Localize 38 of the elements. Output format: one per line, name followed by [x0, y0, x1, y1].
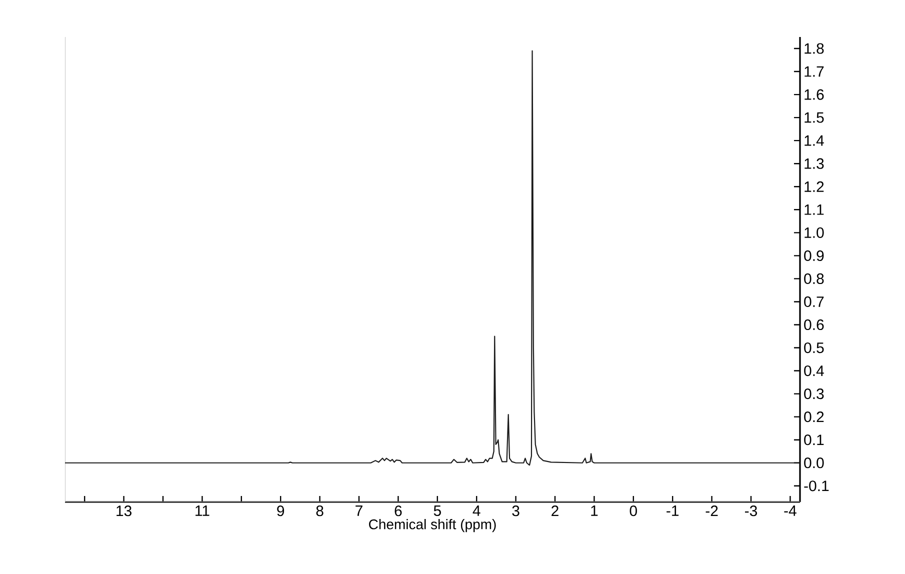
- y-tick-label: 0.5: [804, 342, 824, 354]
- y-tick-label: 1.1: [804, 204, 824, 215]
- line-series: [64, 50, 800, 466]
- x-tick-label: 9: [277, 506, 284, 516]
- x-tick-label: -2: [706, 506, 718, 516]
- y-tick-label: 1.6: [804, 89, 824, 100]
- y-tick-label: 1.7: [804, 66, 824, 77]
- y-tick-label: 0.8: [804, 273, 824, 284]
- y-tick-label: 0.7: [804, 296, 824, 308]
- y-tick-label: 0.6: [804, 319, 824, 330]
- y-tick-label: 1.3: [804, 158, 824, 169]
- x-tick-label: -4: [784, 506, 796, 516]
- y-tick-label: 1.4: [804, 135, 824, 146]
- y-tick-label: 0.3: [804, 388, 824, 400]
- x-tick-label: 3: [512, 506, 520, 516]
- y-tick-label: 0.4: [804, 365, 824, 376]
- x-tick-label: 0: [630, 506, 637, 516]
- x-tick-label: 13: [116, 506, 132, 516]
- x-tick-label: 4: [472, 506, 480, 516]
- x-tick-label: -1: [666, 506, 679, 516]
- x-tick-label: 6: [394, 506, 402, 516]
- x-tick-label: 1: [591, 506, 598, 516]
- y-tick-label: 0.1: [804, 434, 824, 446]
- y-tick-label: 1.2: [804, 181, 824, 192]
- x-tick-label: 7: [356, 506, 362, 516]
- y-tick-label: -0.1: [804, 480, 829, 492]
- y-tick-label: 1.0: [804, 227, 824, 238]
- y-tick-label: 0.0: [804, 458, 824, 468]
- y-tick-label: 0.2: [804, 412, 824, 422]
- x-tick-label: -3: [744, 506, 758, 516]
- y-tick-label: 0.9: [804, 250, 824, 261]
- x-tick-label: 11: [196, 506, 210, 516]
- x-tick-label: 5: [434, 506, 441, 516]
- x-tick-label: 8: [316, 506, 324, 516]
- y-tick-label: 1.5: [804, 112, 824, 123]
- y-tick-label: 1.8: [804, 43, 824, 54]
- x-tick-label: 2: [552, 506, 558, 516]
- x-axis-title: Chemical shift (ppm): [369, 519, 496, 532]
